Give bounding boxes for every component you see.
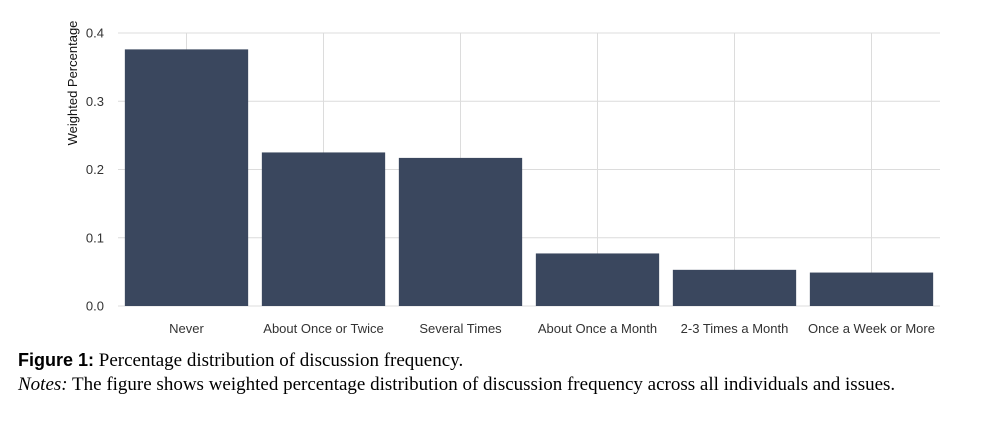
notes-text: The figure shows weighted percentage dis… [72, 374, 896, 395]
y-tick-labels: 0.0 0.1 0.2 0.3 0.4 [86, 26, 104, 314]
y-tick-label: 0.3 [86, 94, 104, 109]
bars-layer [124, 49, 934, 306]
y-tick-label: 0.0 [86, 299, 104, 314]
notes-label: Notes: [18, 374, 68, 395]
bar [535, 253, 660, 306]
bar [261, 152, 386, 306]
x-tick-label: Several Times [419, 321, 502, 336]
figure-caption: Figure 1: Percentage distribution of dis… [18, 348, 993, 397]
x-tick-label: 2-3 Times a Month [681, 321, 789, 336]
caption-title-line: Figure 1: Percentage distribution of dis… [18, 348, 993, 373]
x-tick-label: Never [169, 321, 204, 336]
y-tick-label: 0.4 [86, 26, 104, 41]
figure-label: Figure 1: [18, 350, 95, 370]
x-tick-label: About Once a Month [538, 321, 657, 336]
bar [398, 157, 523, 306]
x-tick-label: About Once or Twice [263, 321, 383, 336]
bar-chart: 0.0 0.1 0.2 0.3 0.4 Never About Once or Twice… [65, 21, 940, 336]
y-tick-label: 0.1 [86, 230, 104, 245]
bar [809, 272, 934, 306]
bar [124, 49, 249, 306]
bar [672, 269, 797, 306]
x-tick-labels: Never About Once or Twice Several Times Abo… [169, 321, 935, 336]
caption-notes: Notes: The figure shows weighted percent… [18, 373, 993, 397]
y-tick-label: 0.2 [86, 162, 104, 177]
x-tick-label: Once a Week or More [808, 321, 935, 336]
figure-title: Percentage distribution of discussion fr… [98, 350, 464, 371]
y-axis-title: Weighted Percentage [65, 21, 80, 146]
